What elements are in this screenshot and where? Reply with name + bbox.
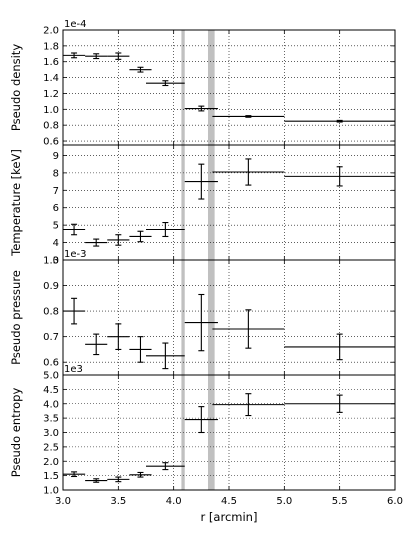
x-axis-label: r [arcmin] xyxy=(201,510,258,524)
panel-2: 3 4 5 6 7 8 9 Temperature [keV] xyxy=(9,144,396,267)
data-point xyxy=(284,119,395,123)
data-point xyxy=(85,333,108,356)
panel-3: 0.6 0.7 0.8 0.9 1.0 1e-3 Pseudo pressure xyxy=(9,249,396,376)
data-point xyxy=(129,336,152,363)
y-tick-label: 1.4 xyxy=(43,73,59,84)
y-tick-label: 7 xyxy=(53,186,59,197)
x-tick-label: 5.0 xyxy=(276,496,292,507)
data-point xyxy=(63,297,86,325)
panel-1: 0.6 0.8 1.0 1.2 1.4 1.6 1.8 2.0 1e-4 Pseudo densi… xyxy=(9,19,396,148)
data-point xyxy=(107,476,130,483)
x-axis: 3.0 3.5 4.0 4.5 5.0 5.5 6.0 r [arcmin] xyxy=(55,496,403,524)
y-tick-label: 1.5 xyxy=(43,471,59,482)
y-axis-label: Temperature [keV] xyxy=(9,149,23,257)
y-tick-label: 3.5 xyxy=(43,414,59,425)
data-point xyxy=(63,471,86,478)
y-tick-label: 2.0 xyxy=(43,457,59,468)
data-point xyxy=(85,238,108,247)
y-tick-label: 0.6 xyxy=(43,358,59,369)
data-point xyxy=(63,52,86,59)
y-tick-label: 1.2 xyxy=(43,89,59,100)
y-axis-label: Pseudo density xyxy=(9,44,23,131)
x-tick-label: 4.5 xyxy=(221,496,237,507)
data-point xyxy=(184,293,218,352)
y-tick-label: 2.0 xyxy=(43,26,59,37)
offset-text: 1e3 xyxy=(64,364,83,375)
panel-4: 1.0 1.5 2.0 2.5 3.0 3.5 4.0 4.5 5.0 1e3 Pseudo ent… xyxy=(9,364,396,497)
y-tick-label: 1.0 xyxy=(43,256,59,267)
data-point xyxy=(107,52,130,60)
panels: 0.6 0.8 1.0 1.2 1.4 1.6 1.8 2.0 1e-4 Pseudo densi… xyxy=(9,19,396,497)
data-point xyxy=(284,333,395,361)
data-point xyxy=(212,309,285,349)
data-point xyxy=(212,393,285,417)
y-tick-label: 2.5 xyxy=(43,442,59,453)
x-tick-label: 5.5 xyxy=(332,496,348,507)
data-point xyxy=(63,223,86,236)
y-tick-label: 0.9 xyxy=(43,281,59,292)
data-point xyxy=(129,230,152,243)
y-tick-label: 4.5 xyxy=(43,385,59,396)
offset-text: 1e-3 xyxy=(64,249,87,260)
y-tick-label: 1.8 xyxy=(43,41,59,52)
y-tick-label: 1.0 xyxy=(43,105,59,116)
data-point xyxy=(212,158,285,186)
y-tick-label: 0.7 xyxy=(43,332,59,343)
data-point xyxy=(85,53,108,60)
y-tick-label: 8 xyxy=(53,168,59,179)
y-tick-label: 5.0 xyxy=(43,371,59,382)
y-tick-label: 1.6 xyxy=(43,57,59,68)
x-tick-label: 6.0 xyxy=(387,496,403,507)
data-point xyxy=(107,234,130,246)
data-point xyxy=(184,163,218,200)
y-tick-label: 3 xyxy=(53,256,59,267)
data-point xyxy=(184,406,218,434)
y-tick-label: 6 xyxy=(53,203,59,214)
data-point xyxy=(146,342,185,370)
data-point xyxy=(146,80,185,87)
data-point xyxy=(284,394,395,413)
y-tick-label: 1.0 xyxy=(43,486,59,497)
data-point xyxy=(85,478,108,483)
data-point xyxy=(184,105,218,112)
x-tick-label: 4.0 xyxy=(166,496,182,507)
x-tick-label: 3.0 xyxy=(55,496,71,507)
y-axis-label: Pseudo entropy xyxy=(9,388,23,478)
data-point xyxy=(146,462,185,471)
y-tick-label: 5 xyxy=(53,221,59,232)
data-point xyxy=(284,166,395,187)
y-axis-label: Pseudo pressure xyxy=(9,270,23,365)
data-point xyxy=(212,115,285,118)
data-point xyxy=(146,221,185,238)
y-tick-label: 4.0 xyxy=(43,399,59,410)
data-point xyxy=(129,471,152,478)
y-tick-label: 0.8 xyxy=(43,307,59,318)
panel-frame xyxy=(62,374,396,491)
y-tick-label: 3.0 xyxy=(43,428,59,439)
y-tick-label: 9 xyxy=(53,151,59,162)
y-tick-label: 0.8 xyxy=(43,121,59,132)
x-tick-label: 3.5 xyxy=(110,496,126,507)
y-tick-label: 0.6 xyxy=(43,137,59,148)
data-point xyxy=(129,66,152,73)
data-point xyxy=(107,323,130,350)
y-tick-label: 4 xyxy=(53,238,59,249)
offset-text: 1e-4 xyxy=(64,19,87,30)
